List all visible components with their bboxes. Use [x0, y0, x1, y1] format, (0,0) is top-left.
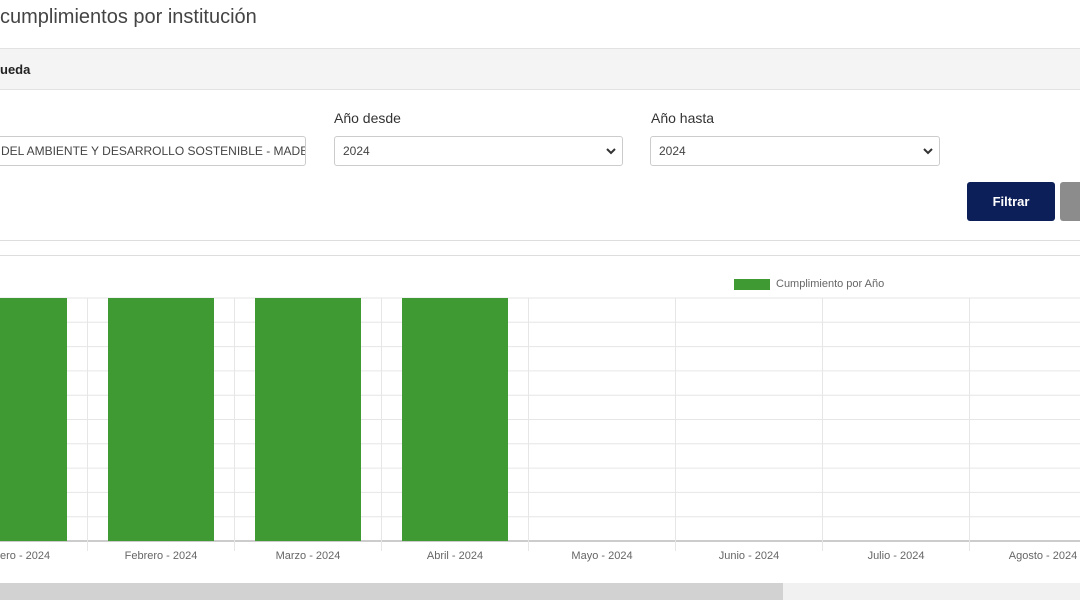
- page-title: cumplimientos por institución: [0, 6, 257, 28]
- legend-label: Cumplimiento por Año: [776, 278, 884, 290]
- x-tick-label: Marzo - 2024: [276, 550, 341, 562]
- x-tick-label: Agosto - 2024: [1009, 550, 1078, 562]
- field-label: Año desde: [334, 110, 401, 126]
- filter-button[interactable]: Filtrar: [967, 182, 1055, 221]
- separator: [0, 240, 1080, 241]
- select-value: 2024: [343, 144, 370, 158]
- x-tick-label: Mayo - 2024: [571, 550, 632, 562]
- bar: [255, 298, 361, 541]
- bar: [402, 298, 508, 541]
- field-label: Año hasta: [651, 110, 715, 126]
- secondary-button[interactable]: [1060, 182, 1080, 221]
- search-title: ueda: [0, 62, 31, 77]
- x-tick-label: Junio - 2024: [719, 550, 780, 562]
- year-to-select[interactable]: 2024: [650, 136, 940, 166]
- chevron: [606, 148, 616, 155]
- chevron: [923, 148, 933, 155]
- institution-select[interactable]: DEL AMBIENTE Y DESARROLLO SOSTENIBLE - M…: [0, 136, 306, 166]
- search-header: ueda: [0, 48, 1080, 90]
- select-value: DEL AMBIENTE Y DESARROLLO SOSTENIBLE - M…: [1, 144, 306, 158]
- x-tick-label: ero - 2024: [0, 550, 50, 562]
- year-from-select[interactable]: 2024: [334, 136, 623, 166]
- bar: [108, 298, 214, 541]
- separator: [0, 255, 1080, 256]
- x-tick-label: Julio - 2024: [868, 550, 925, 562]
- x-tick-label: Febrero - 2024: [125, 550, 198, 562]
- select-value: 2024: [659, 144, 686, 158]
- legend-swatch: [734, 279, 770, 290]
- x-tick-label: Abril - 2024: [427, 550, 483, 562]
- scrollbar-thumb[interactable]: [0, 583, 783, 600]
- bar: [0, 298, 67, 541]
- chart: ero - 2024 Febrero - 2024 Marzo - 2024 Abri…: [0, 278, 1080, 562]
